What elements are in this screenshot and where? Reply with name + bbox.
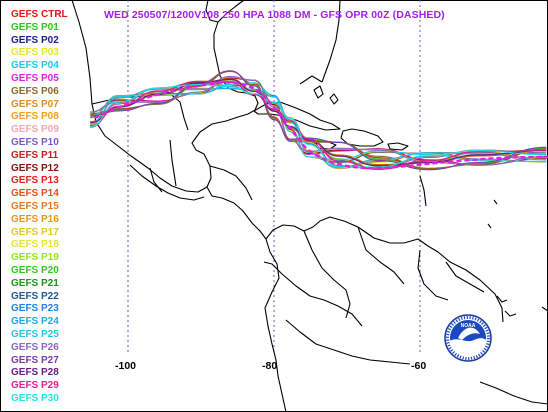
chart-title: WED 250507/1200V108 250 HPA 1088 DM - GF… [104,9,445,21]
legend-item: GEFS P26 [11,341,59,353]
gfs-opr-dashed-contour [94,81,548,170]
ensemble-contours [90,70,547,171]
legend-item: GEFS P16 [11,213,59,225]
x-tick-label: -100 [115,360,137,372]
legend-item: GEFS P27 [11,354,59,366]
legend-item: GEFS P22 [11,290,59,302]
contour-line [90,70,547,171]
legend-item: GEFS P11 [11,149,59,161]
legend-item: GEFS P12 [11,162,59,174]
legend-item: GEFS P09 [11,124,59,136]
legend-item: GEFS P02 [11,34,59,46]
legend-item: GEFS P19 [11,252,59,264]
legend-item: GEFS P15 [11,200,59,212]
legend-item: GEFS P14 [11,188,59,200]
contour-line [90,83,547,168]
legend-item: GEFS P01 [11,21,59,33]
legend-item: GEFS P05 [11,72,59,84]
legend-item: GEFS CTRL [11,9,68,20]
grid-lines [127,0,421,355]
legend-item: GEFS P04 [11,60,59,72]
legend-item: GEFS P08 [11,111,59,123]
legend-item: GEFS P18 [11,239,59,251]
contour-line [90,81,547,170]
legend-item: GEFS P13 [11,175,59,187]
legend-item: GEFS P07 [11,98,59,110]
contour-line [90,82,547,162]
legend-item: GEFS P24 [11,316,59,328]
legend-item: GEFS P21 [11,277,59,289]
x-tick-label: -80 [262,360,278,372]
legend-item: GEFS P28 [11,367,59,379]
x-tick-label: -60 [411,360,427,372]
legend-item: GEFS P29 [11,380,59,392]
legend-item: GEFS P10 [11,136,59,148]
legend: GEFS CTRL GEFS P01 GEFS P02 GEFS P03 GEF… [11,9,68,406]
legend-item: GEFS P20 [11,264,59,276]
legend-item: GEFS P06 [11,85,59,97]
svg-text:NOAA: NOAA [461,323,476,329]
legend-item: GEFS P03 [11,47,59,59]
legend-item: GEFS P25 [11,328,59,340]
legend-item: GEFS P30 [11,392,59,404]
legend-item: GEFS P23 [11,303,59,315]
legend-item: GEFS P17 [11,226,59,238]
noaa-logo: NOAA [444,314,492,362]
